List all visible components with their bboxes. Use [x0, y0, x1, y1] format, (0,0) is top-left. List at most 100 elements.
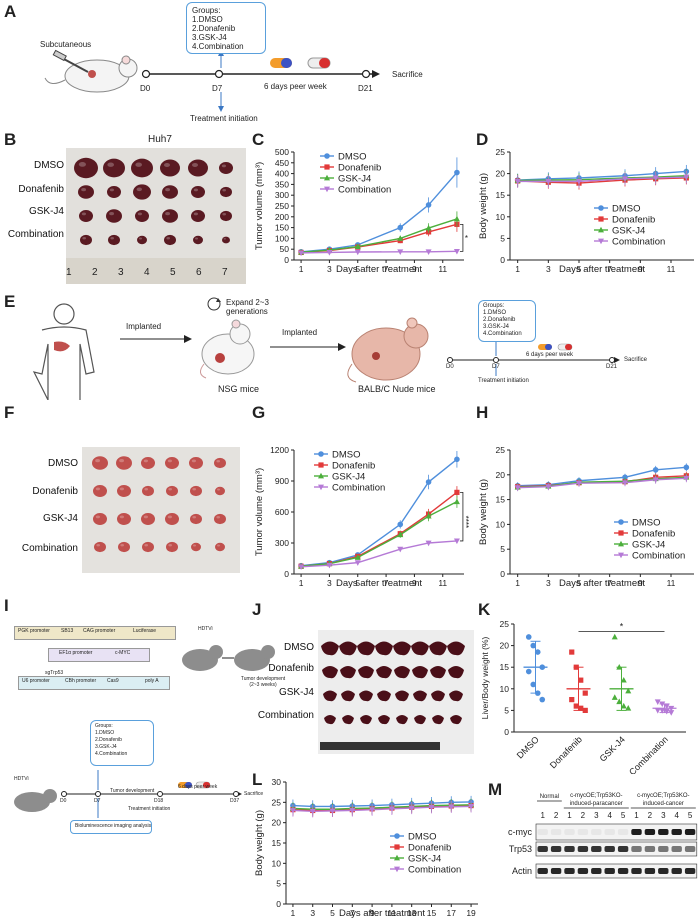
data-point — [425, 540, 432, 547]
plasmid-part: c-MYC — [115, 650, 131, 656]
legend-label-gsk-j4: GSK-J4 — [632, 540, 665, 551]
tumor-highlight — [119, 487, 124, 491]
legend-marker — [394, 844, 400, 850]
liver-lobe — [450, 715, 462, 725]
tumor-highlight — [81, 188, 86, 192]
liver-lobe — [393, 641, 411, 656]
ruler-number: 1 — [66, 267, 72, 278]
scatter-point — [525, 668, 532, 675]
x-tick-label: 11 — [438, 578, 447, 588]
blot-band — [684, 868, 696, 874]
tumor-highlight — [82, 237, 86, 240]
tumor-highlight — [216, 460, 220, 463]
tumor-highlight — [165, 188, 170, 192]
group-item: 4.Combination — [95, 751, 128, 757]
row-label-combination: Combination — [21, 543, 78, 554]
western-blot-m: Normal c-mycOE;Trp53KO-induced-paracancer… — [508, 793, 698, 879]
y-tick-label: 50 — [280, 244, 290, 254]
legend-label-combination: Combination — [332, 483, 385, 494]
data-point — [397, 235, 404, 241]
x-tick-label: 3 — [546, 264, 551, 274]
liver-lobe — [341, 690, 355, 702]
legend-label-gsk-j4: GSK-J4 — [612, 226, 645, 237]
y-tick-label: 25 — [496, 445, 506, 455]
x-tick-label: 7 — [607, 578, 612, 588]
group-item: 3.GSK-J4 — [483, 324, 510, 330]
plasmid-part: sgTrp53 — [45, 670, 64, 676]
panel-label-f: F — [4, 403, 15, 422]
scatter-point — [578, 705, 584, 711]
tumor-specimen — [191, 210, 205, 222]
x-tick-label: 11 — [667, 578, 676, 588]
data-point — [453, 498, 460, 505]
data-point — [298, 564, 305, 570]
scatter-point — [611, 694, 618, 700]
data-point — [545, 178, 552, 185]
tumor-specimen — [141, 513, 155, 525]
y-tick-label: 25 — [500, 619, 510, 629]
liver-lobe — [357, 641, 375, 656]
tumor-highlight — [119, 515, 124, 519]
tumor-highlight — [193, 544, 196, 547]
series-line-donafenib — [301, 223, 458, 254]
timeline-e-sacrifice: Sacrifice — [624, 357, 648, 363]
timeline-a-d21: D21 — [358, 84, 373, 93]
timeline-i-d37: D37 — [230, 798, 240, 804]
panel-label-l: L — [252, 770, 263, 789]
plasmid-3: U6 promoter sgTrp53 CBh promoter Cas9 po… — [18, 670, 170, 690]
tumor-dev-label: Tumor development (2~3 weeks) — [240, 676, 286, 688]
blot-band — [604, 846, 615, 852]
chart-d-body-weight: 0 5 10 15 20 25 1 3 5 7 9 11 Days after treatment Bod… — [478, 147, 694, 274]
y-tick-label: 100 — [275, 233, 289, 243]
blot-band — [644, 829, 656, 835]
liver-lobe — [376, 666, 392, 679]
liver-lobe — [396, 715, 408, 725]
x-tick-label: 3 — [310, 908, 315, 918]
legend-label-donafenib: Donafenib — [338, 163, 381, 174]
significance-star: * — [465, 234, 468, 243]
timeline-i-d18: D18 — [154, 798, 164, 804]
liver-lobe — [448, 666, 464, 679]
legend-marker — [318, 484, 324, 491]
y-axis-label: Tumor volume (mm³) — [254, 468, 265, 556]
tumor-highlight — [193, 212, 198, 216]
band-label: Actin — [512, 866, 532, 876]
y-tick-label: 20 — [496, 169, 506, 179]
data-point — [354, 249, 361, 256]
tumor-highlight — [95, 459, 100, 463]
scatter-point — [578, 677, 584, 683]
ruler: 1 2 3 4 5 6 7 — [66, 258, 246, 284]
y-tick-label: 0 — [284, 255, 289, 265]
liver-lobe — [432, 715, 444, 725]
scatter-point — [659, 708, 666, 714]
tumor-specimen — [164, 234, 176, 246]
panel-label-b: B — [4, 130, 17, 149]
scatter-point — [620, 702, 627, 709]
imaging-label: Bioluminescence imaging analysis — [75, 823, 152, 829]
timeline-a — [141, 69, 380, 79]
lane-number: 2 — [648, 811, 653, 820]
liver-lobe — [449, 690, 463, 702]
hdtvi-mouse-2 — [14, 789, 57, 812]
significance-star: **** — [461, 516, 470, 528]
y-tick-label: 25 — [272, 797, 282, 807]
blot-band — [591, 868, 602, 874]
liver-lobe — [323, 690, 337, 702]
tumor-specimen — [79, 210, 93, 222]
data-point — [622, 176, 628, 182]
data-point — [454, 169, 460, 176]
scatter-point — [573, 703, 579, 709]
y-tick-label: 15 — [500, 662, 510, 672]
data-point — [425, 224, 432, 231]
group-item: 4.Combination — [483, 331, 522, 337]
legend-label-combination: Combination — [338, 185, 391, 196]
legend-label-dmso: DMSO — [332, 450, 361, 461]
significance-bracket — [459, 491, 464, 542]
liver-lobe — [339, 641, 357, 656]
legend-marker — [598, 226, 604, 233]
data-point — [397, 249, 404, 255]
tumor-highlight — [120, 544, 124, 547]
legend-marker — [394, 866, 400, 873]
tumor-highlight — [191, 459, 196, 463]
legend-label-dmso: DMSO — [338, 152, 367, 163]
